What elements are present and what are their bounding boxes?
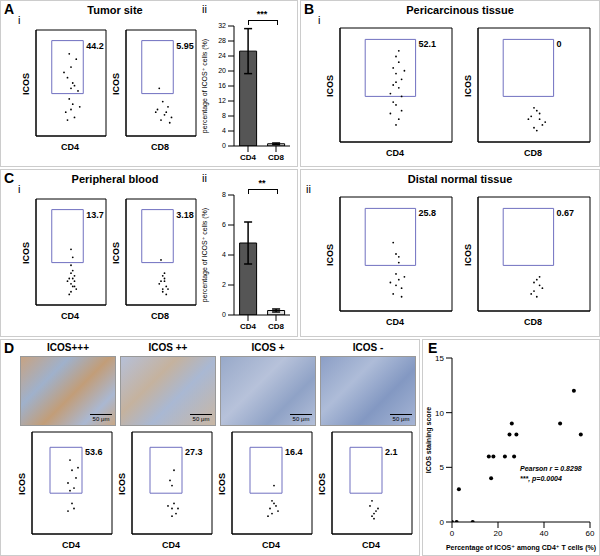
svg-text:0: 0 (440, 518, 445, 527)
html-text:ICOS: ICOS (21, 242, 31, 264)
html-text:A: A (4, 1, 15, 17)
html-text:i: i (18, 14, 21, 26)
html-text:CD4: CD4 (61, 142, 79, 152)
html-text:ICOS: ICOS (111, 242, 121, 264)
html-text:***, p=0.0004: ***, p=0.0004 (520, 475, 562, 482)
html-text:CD4: CD4 (62, 540, 80, 550)
svg-text:28: 28 (218, 37, 226, 44)
html-text:CD4: CD4 (386, 317, 404, 327)
svg-text:8: 8 (222, 191, 226, 198)
svg-text:44.2: 44.2 (86, 41, 104, 51)
html-text:50 μm: 50 μm (192, 416, 210, 422)
svg-text:25.8: 25.8 (419, 208, 437, 218)
svg-text:5: 5 (440, 463, 445, 472)
html-text:Peripheral blood: Peripheral blood (71, 173, 159, 185)
html-text:ICOS: ICOS (217, 473, 227, 495)
svg-text:0: 0 (222, 142, 226, 149)
svg-text:0.67: 0.67 (557, 208, 575, 218)
svg-text:CD4: CD4 (240, 322, 257, 331)
svg-text:CD4: CD4 (240, 153, 257, 162)
svg-text:20: 20 (494, 529, 503, 538)
svg-text:3.18: 3.18 (176, 210, 194, 220)
html-text:ICOS: ICOS (117, 473, 127, 495)
html-text:ICOS+++: ICOS+++ (47, 342, 89, 353)
html-text:ICOS: ICOS (17, 473, 27, 495)
html-text:Distal normal tissue: Distal normal tissue (407, 173, 513, 185)
svg-text:6: 6 (222, 221, 226, 228)
svg-text:16.4: 16.4 (285, 447, 303, 457)
html-text:ICOS: ICOS (317, 473, 327, 495)
html-text:CD4: CD4 (61, 311, 79, 321)
html-text:ii: ii (306, 183, 311, 195)
html-text:E: E (428, 340, 438, 356)
svg-text:2.1: 2.1 (385, 447, 398, 457)
svg-text:4: 4 (222, 127, 226, 134)
svg-text:27.3: 27.3 (185, 447, 203, 457)
html-text:ii: ii (202, 172, 207, 184)
svg-text:ICOS staining score: ICOS staining score (425, 407, 433, 474)
svg-text:8: 8 (222, 112, 226, 119)
html-text:CD4: CD4 (262, 540, 280, 550)
svg-text:20: 20 (218, 67, 226, 74)
svg-text:percentage of ICOS⁺ cells (%): percentage of ICOS⁺ cells (%) (201, 208, 209, 302)
svg-text:CD8: CD8 (268, 153, 285, 162)
html-text:50 μm: 50 μm (392, 416, 410, 422)
html-text:Tumor site: Tumor site (87, 4, 143, 16)
html-text:ICOS: ICOS (21, 73, 31, 95)
svg-text:0: 0 (557, 39, 562, 49)
svg-text:2: 2 (222, 281, 226, 288)
svg-text:24: 24 (218, 52, 226, 59)
html-text:Pearson r = 0.8298: Pearson r = 0.8298 (520, 465, 582, 472)
html-text:ICOS -: ICOS - (352, 342, 384, 353)
svg-text:15: 15 (435, 354, 444, 363)
html-text:CD8: CD8 (524, 148, 542, 158)
html-text:ICOS: ICOS (111, 73, 121, 95)
svg-text:40: 40 (540, 529, 549, 538)
svg-text:60: 60 (586, 529, 595, 538)
html-text:i: i (18, 183, 21, 195)
svg-text:0: 0 (450, 529, 455, 538)
svg-text:53.6: 53.6 (85, 447, 103, 457)
svg-text:Percentage of ICOS⁺ among CD4⁺: Percentage of ICOS⁺ among CD4⁺ T cells (… (446, 544, 596, 552)
html-text:ICOS: ICOS (463, 75, 473, 97)
svg-text:4: 4 (222, 251, 226, 258)
html-text:C: C (4, 170, 15, 186)
svg-text:10: 10 (435, 409, 444, 418)
html-text:D: D (4, 340, 15, 356)
svg-text:32: 32 (218, 22, 226, 29)
html-text:i: i (318, 14, 321, 26)
svg-text:CD8: CD8 (268, 322, 285, 331)
html-text:50 μm: 50 μm (292, 416, 310, 422)
html-text:B: B (304, 1, 315, 17)
html-text:CD4: CD4 (362, 540, 380, 550)
svg-text:16: 16 (218, 82, 226, 89)
html-text:CD4: CD4 (162, 540, 180, 550)
html-text:ICOS: ICOS (325, 75, 335, 97)
svg-text:percentage of ICOS⁺ cells (%): percentage of ICOS⁺ cells (%) (201, 39, 209, 133)
html-text:ICOS: ICOS (463, 244, 473, 266)
html-text:ii: ii (202, 3, 207, 15)
svg-text:52.1: 52.1 (419, 39, 437, 49)
html-text:CD4: CD4 (386, 148, 404, 158)
html-text:CD8: CD8 (151, 311, 169, 321)
svg-text:0: 0 (222, 311, 226, 318)
svg-text:5.95: 5.95 (176, 41, 194, 51)
html-text:Pericarcinous tissue: Pericarcinous tissue (406, 4, 514, 16)
html-text:ICOS ++: ICOS ++ (148, 342, 188, 353)
svg-text:12: 12 (218, 97, 226, 104)
svg-text:13.7: 13.7 (86, 210, 104, 220)
html-text:CD8: CD8 (151, 142, 169, 152)
html-text:50 μm: 50 μm (92, 416, 110, 422)
html-text:ICOS +: ICOS + (251, 342, 285, 353)
html-text:ICOS: ICOS (325, 244, 335, 266)
html-text:CD8: CD8 (524, 317, 542, 327)
